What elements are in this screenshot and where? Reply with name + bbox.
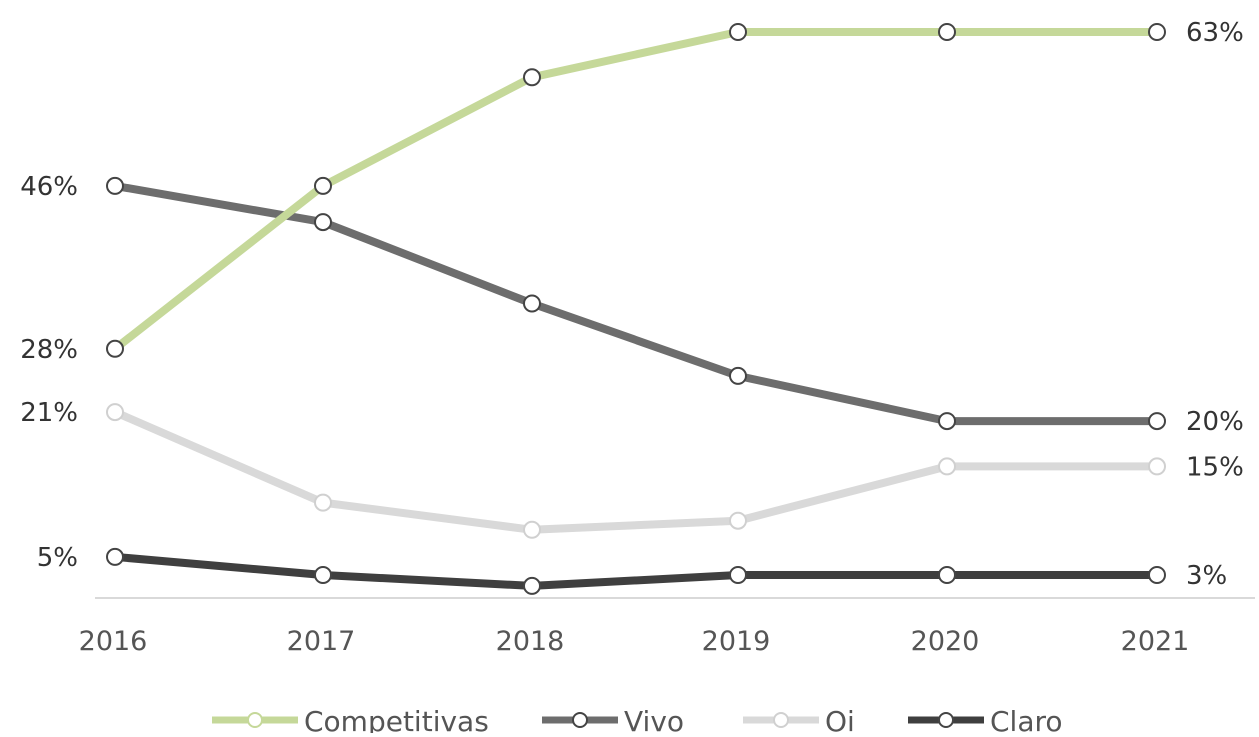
data-point-claro [938, 566, 956, 584]
data-point-oi [1148, 457, 1166, 476]
legend: Competitivas Vivo Oi Claro [212, 705, 1063, 737]
data-point-competitivas [314, 176, 332, 195]
data-point-claro [106, 547, 124, 566]
legend-item-competitivas: Competitivas [212, 705, 489, 737]
data-point-competitivas [729, 23, 747, 41]
series-vivo: 46% 20% [20, 172, 1244, 437]
data-label-claro: 3% [1186, 561, 1227, 591]
data-point-vivo [106, 176, 124, 195]
x-tick-label: 2020 [911, 626, 980, 657]
data-point-claro [729, 566, 747, 584]
data-point-oi [938, 457, 956, 476]
data-point-claro [1148, 566, 1166, 584]
legend-swatch-marker [773, 712, 789, 728]
legend-label: Claro [990, 705, 1063, 733]
series-line-competitivas [111, 28, 1161, 353]
data-label-oi: 15% [1186, 452, 1244, 482]
data-point-oi [523, 520, 541, 539]
data-point-oi [106, 403, 124, 422]
series-claro: 5% 3% [37, 543, 1227, 595]
series-line-claro [111, 552, 1161, 590]
data-label-competitivas: 28% [20, 335, 78, 365]
legend-item-oi: Oi [743, 705, 855, 737]
data-point-competitivas [1148, 23, 1166, 41]
legend-label: Vivo [624, 705, 684, 733]
legend-swatch-marker [572, 712, 588, 728]
x-tick-label: 2018 [496, 626, 565, 657]
data-point-vivo [1148, 412, 1166, 431]
x-tick-label: 2017 [287, 626, 356, 657]
data-point-vivo [938, 412, 956, 431]
data-label-oi: 21% [20, 398, 78, 428]
data-point-oi [729, 511, 747, 530]
data-point-competitivas [106, 339, 124, 358]
legend-label: Oi [825, 705, 855, 733]
data-point-oi [314, 493, 332, 512]
legend-swatch-marker [247, 712, 263, 728]
series-oi: 21% 15% [20, 398, 1244, 539]
series-competitivas: 28% 63% [20, 18, 1244, 365]
data-point-vivo [729, 366, 747, 385]
series-line-vivo [111, 181, 1161, 426]
legend-item-vivo: Vivo [542, 705, 684, 737]
data-point-claro [314, 566, 332, 584]
legend-item-claro: Claro [908, 705, 1063, 737]
data-label-competitivas: 63% [1186, 18, 1244, 48]
legend-label: Competitivas [304, 705, 489, 733]
data-point-vivo [314, 213, 332, 232]
legend-swatch-marker [938, 712, 954, 728]
data-point-claro [523, 576, 541, 595]
x-tick-label: 2019 [702, 626, 771, 657]
data-label-claro: 5% [37, 543, 78, 573]
series-line-oi [111, 408, 1161, 534]
data-point-competitivas [523, 68, 541, 87]
x-tick-label: 2016 [79, 626, 148, 657]
data-label-vivo: 20% [1186, 407, 1244, 437]
data-label-vivo: 46% [20, 172, 78, 202]
x-tick-label: 2021 [1121, 626, 1190, 657]
x-tick-labels: 2016 2017 2018 2019 2020 2021 [79, 626, 1190, 657]
data-point-vivo [523, 294, 541, 313]
series-layer: 5% 3% 21% 15% 46% 20% 28% 63% [20, 18, 1244, 595]
data-point-competitivas [938, 23, 956, 41]
